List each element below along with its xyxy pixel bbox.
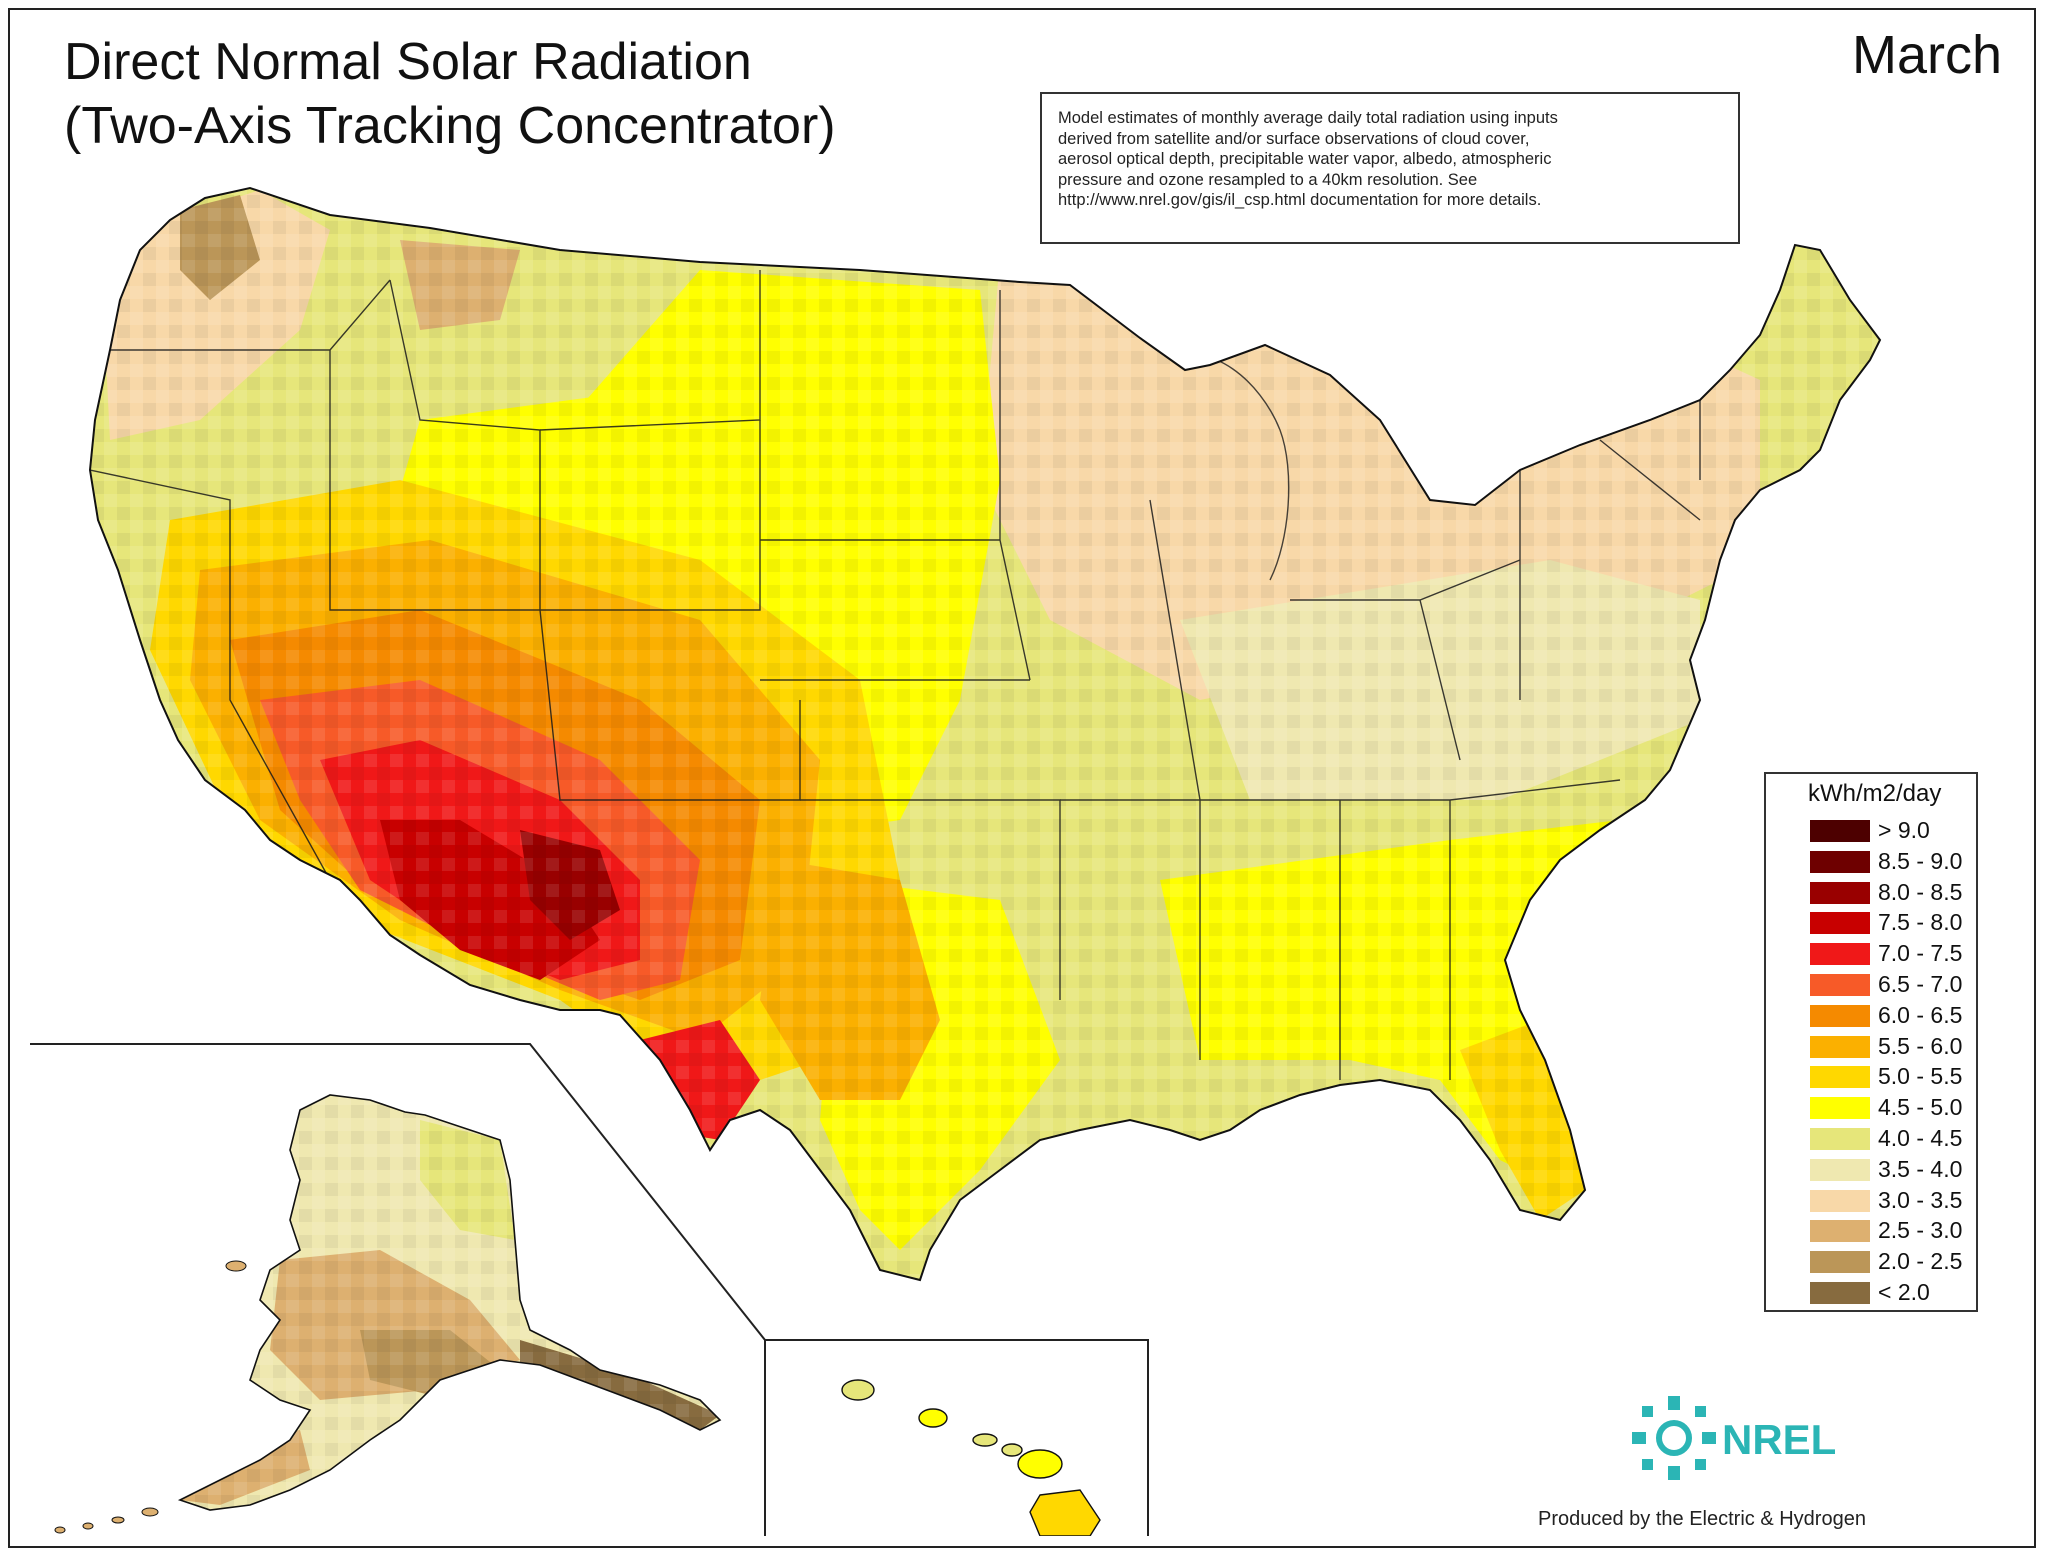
legend-swatch	[1810, 1097, 1870, 1120]
legend-swatch	[1810, 1066, 1870, 1089]
nrel-sun-icon	[1632, 1396, 1716, 1480]
legend-row: < 2.0	[1810, 1278, 1980, 1306]
legend-swatch	[1810, 820, 1870, 842]
legend-row: 7.5 - 8.0	[1810, 908, 1980, 936]
legend-row: > 9.0	[1810, 816, 1980, 844]
legend-label: 2.0 - 2.5	[1878, 1248, 1963, 1275]
legend-swatch	[1810, 850, 1870, 873]
hawaii-map	[841, 1379, 1101, 1536]
legend-row: 3.5 - 4.0	[1810, 1155, 1980, 1183]
alaska-outline	[177, 1094, 722, 1511]
month-label: March	[1851, 25, 2002, 85]
nrel-logo: NREL	[1632, 1396, 1836, 1480]
legend-swatch	[1810, 1189, 1870, 1212]
legend-row: 3.0 - 3.5	[1810, 1186, 1980, 1214]
legend-label: 3.0 - 3.5	[1878, 1186, 1963, 1213]
hawaii-inset-border	[765, 1339, 1149, 1536]
legend-label: > 9.0	[1878, 817, 1930, 843]
legend-label: 4.5 - 5.0	[1878, 1094, 1963, 1121]
legend-swatch	[1810, 1035, 1870, 1058]
note-line: derived from satellite and/or surface ob…	[1058, 129, 1530, 148]
legend-swatch	[1810, 943, 1870, 966]
legend-row: 5.0 - 5.5	[1810, 1062, 1980, 1090]
legend-label: 5.5 - 6.0	[1878, 1032, 1963, 1059]
legend-label: 2.5 - 3.0	[1878, 1217, 1963, 1244]
map-title: Direct Normal Solar Radiation (Two-Axis …	[64, 30, 836, 158]
legend-swatch	[1810, 912, 1870, 935]
note-line: Model estimates of monthly average daily…	[1058, 109, 1558, 127]
legend-label: 3.5 - 4.0	[1878, 1155, 1963, 1182]
legend-unit: kWh/m2/day	[1808, 780, 1942, 807]
note-line: http://www.nrel.gov/gis/il_csp.html docu…	[1058, 191, 1542, 209]
credit-text: Produced by the Electric & Hydrogen	[1538, 1508, 1866, 1530]
legend-label: 6.5 - 7.0	[1878, 971, 1963, 997]
legend-label: 5.0 - 5.5	[1878, 1063, 1963, 1090]
legend-label: 7.5 - 8.0	[1878, 909, 1963, 936]
legend: kWh/m2/day > 9.0 8.5 - 9.0 8.0 - 8.5 7.5 - …	[1764, 772, 1978, 1312]
legend-row: 2.0 - 2.5	[1810, 1247, 1980, 1275]
legend-label: 8.0 - 8.5	[1878, 878, 1963, 905]
legend-swatch	[1810, 1251, 1870, 1274]
aleutian-islands	[54, 1260, 247, 1534]
conus-outline	[88, 186, 1882, 1282]
methodology-note: Model estimates of monthly average daily…	[1040, 92, 1740, 244]
note-line: pressure and ozone resampled to a 40km r…	[1058, 170, 1478, 189]
legend-swatch	[1810, 1128, 1870, 1150]
legend-row: 4.0 - 4.5	[1810, 1124, 1980, 1152]
legend-label: 7.0 - 7.5	[1878, 940, 1963, 967]
alaska-map	[180, 1095, 720, 1510]
legend-label: < 2.0	[1878, 1279, 1930, 1305]
legend-row: 8.5 - 9.0	[1810, 847, 1980, 875]
nrel-logo-text: NREL	[1722, 1416, 1836, 1463]
note-line: aerosol optical depth, precipitable wate…	[1058, 150, 1552, 168]
legend-swatch	[1810, 974, 1870, 996]
legend-swatch	[1810, 1158, 1870, 1181]
title-line-2: (Two-Axis Tracking Concentrator)	[64, 97, 836, 155]
legend-label: 8.5 - 9.0	[1878, 847, 1963, 874]
legend-label: 4.0 - 4.5	[1878, 1125, 1963, 1151]
legend-swatch	[1810, 881, 1870, 904]
alaska-inset-border	[30, 1043, 766, 1536]
legend-swatch	[1810, 1004, 1870, 1027]
legend-row: 6.0 - 6.5	[1810, 1001, 1980, 1029]
legend-label: 6.0 - 6.5	[1878, 1001, 1963, 1028]
legend-row: 6.5 - 7.0	[1810, 970, 1980, 998]
legend-row: 5.5 - 6.0	[1810, 1032, 1980, 1060]
legend-row: 2.5 - 3.0	[1810, 1216, 1980, 1244]
legend-swatch	[1810, 1282, 1870, 1304]
legend-row: 4.5 - 5.0	[1810, 1093, 1980, 1121]
legend-row: 7.0 - 7.5	[1810, 939, 1980, 967]
legend-swatch	[1810, 1220, 1870, 1243]
legend-row: 8.0 - 8.5	[1810, 878, 1980, 906]
title-line-1: Direct Normal Solar Radiation	[64, 33, 752, 91]
